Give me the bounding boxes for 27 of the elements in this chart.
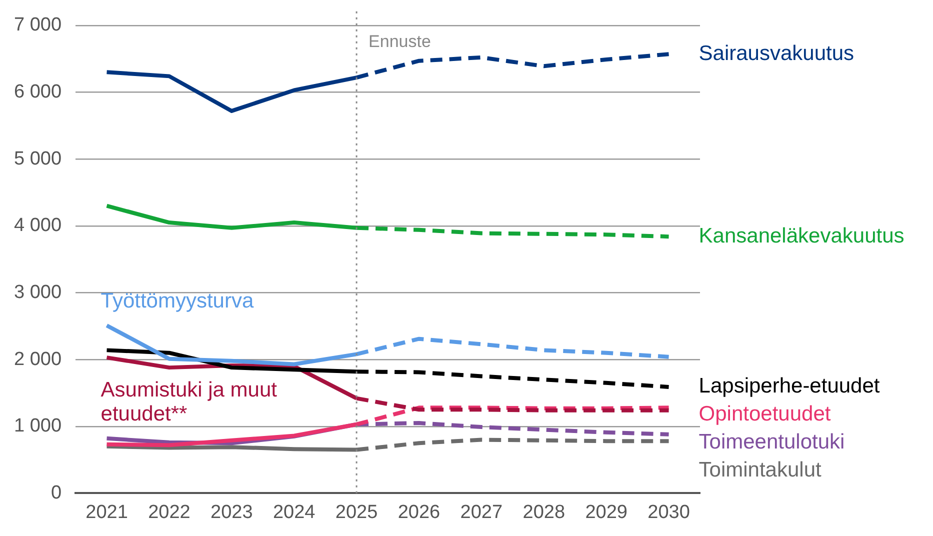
series-label: Opintoetuudet bbox=[698, 402, 831, 426]
x-tick-label: 2030 bbox=[648, 502, 690, 523]
x-tick-label: 2023 bbox=[210, 502, 253, 523]
series-label: Lapsiperhe-etuudet bbox=[698, 374, 880, 398]
x-tick-label: 2027 bbox=[460, 502, 503, 523]
y-tick-label: 3 000 bbox=[14, 282, 62, 303]
x-tick-label: 2026 bbox=[398, 502, 440, 523]
y-tick-label: 6 000 bbox=[14, 81, 62, 102]
y-tick-label: 2 000 bbox=[14, 348, 62, 370]
x-tick-label: 2028 bbox=[522, 502, 566, 523]
series-label: Kansaneläkevakuutus bbox=[698, 224, 904, 248]
y-tick-label: 1 000 bbox=[14, 416, 62, 437]
x-tick-label: 2024 bbox=[272, 502, 316, 523]
series-label: Toimintakulut bbox=[698, 458, 822, 482]
ref-line-label: Ennuste bbox=[368, 32, 431, 52]
x-tick-label: 2029 bbox=[585, 502, 628, 523]
x-tick-label: 2021 bbox=[86, 502, 128, 523]
x-tick-label: 2022 bbox=[148, 502, 190, 523]
series-label: Työttömyysturva bbox=[100, 289, 254, 312]
series-label: Sairausvakuutus bbox=[698, 42, 854, 65]
series-label: Toimeentulotuki bbox=[698, 430, 845, 454]
y-tick-label: 0 bbox=[50, 482, 62, 504]
x-tick-label: 2025 bbox=[335, 502, 378, 523]
y-tick-label: 5 000 bbox=[14, 148, 62, 170]
y-tick-label: 4 000 bbox=[14, 215, 62, 236]
y-tick-label: 7 000 bbox=[14, 14, 62, 36]
series-label: Asumistuki ja muut etuudet** bbox=[100, 378, 278, 426]
